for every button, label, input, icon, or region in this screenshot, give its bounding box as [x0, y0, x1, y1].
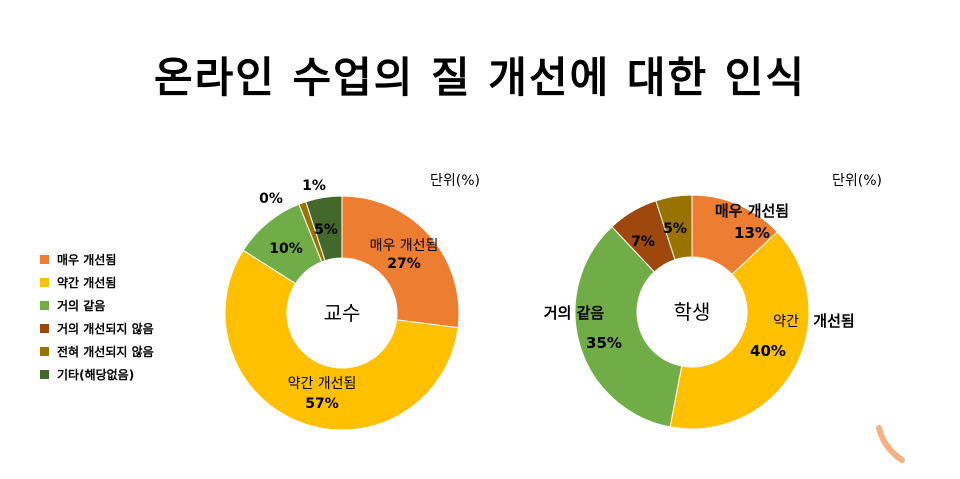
page-title: 온라인 수업의 질 개선에 대한 인식	[153, 53, 807, 102]
slice-value-label: 10%	[269, 241, 303, 257]
slice-category-label: 개선됨	[813, 312, 854, 330]
slice-value-label: 57%	[305, 396, 339, 412]
slice-value-label: 7%	[631, 234, 655, 250]
unit-label-right: 단위(%)	[832, 173, 882, 189]
legend-item: 거의 개선되지 않음	[40, 317, 154, 340]
donut-slice	[341, 195, 460, 329]
legend-item: 거의 같음	[40, 294, 154, 317]
legend-label: 거의 개선되지 않음	[57, 322, 154, 336]
legend-label: 전혀 개선되지 않음	[57, 345, 154, 359]
legend-swatch	[40, 370, 49, 379]
slice-value-label: 5%	[314, 222, 338, 238]
slice-value-label: 35%	[586, 334, 622, 352]
legend-item: 전혀 개선되지 않음	[40, 340, 154, 363]
decorative-arc	[876, 425, 905, 463]
slice-category-label: 거의 같음	[544, 304, 605, 322]
legend-label: 거의 같음	[57, 299, 106, 313]
slice-category-label: 매우 개선됨	[715, 202, 789, 220]
slice-category-label: 약간	[773, 314, 799, 330]
slice-value-label: 5%	[663, 221, 687, 237]
legend-item: 약간 개선됨	[40, 271, 154, 294]
donut-chart-professor: 교수 매우 개선됨 27% 약간 개선됨 57% 10% 0% 1% 5%	[224, 178, 460, 431]
legend-item: 매우 개선됨	[40, 248, 154, 271]
slice-value-label: 0%	[259, 191, 283, 207]
slice-value-label: 1%	[302, 178, 326, 194]
donut-slice	[574, 226, 683, 428]
legend-swatch	[40, 278, 49, 287]
donut-center-label: 교수	[324, 301, 361, 325]
legend-swatch	[40, 301, 49, 310]
slice-value-label: 40%	[750, 342, 786, 360]
slice-value-label: 27%	[387, 256, 421, 272]
slice-category-label: 약간 개선됨	[288, 376, 357, 392]
legend-label: 기타(해당없음)	[57, 368, 135, 382]
legend-swatch	[40, 347, 49, 356]
donut-chart-student: 학생 매우 개선됨 13% 약간 개선됨 40% 거의 같음 35% 7% 5%	[544, 194, 855, 430]
legend: 매우 개선됨 약간 개선됨 거의 같음 거의 개선되지 않음 전혀 개선되지 않…	[40, 248, 154, 386]
donut-slice	[224, 249, 459, 431]
slice-value-label: 13%	[734, 224, 770, 242]
donut-slice	[655, 194, 693, 261]
unit-label-left: 단위(%)	[430, 173, 480, 189]
donut-slice	[305, 195, 343, 262]
legend-item: 기타(해당없음)	[40, 363, 154, 386]
legend-swatch	[40, 324, 49, 333]
donut-slice	[669, 231, 810, 430]
slice-category-label: 매우 개선됨	[370, 238, 439, 254]
legend-swatch	[40, 255, 49, 264]
legend-label: 약간 개선됨	[57, 276, 117, 290]
legend-label: 매우 개선됨	[57, 253, 117, 267]
donut-center-label: 학생	[674, 300, 711, 324]
